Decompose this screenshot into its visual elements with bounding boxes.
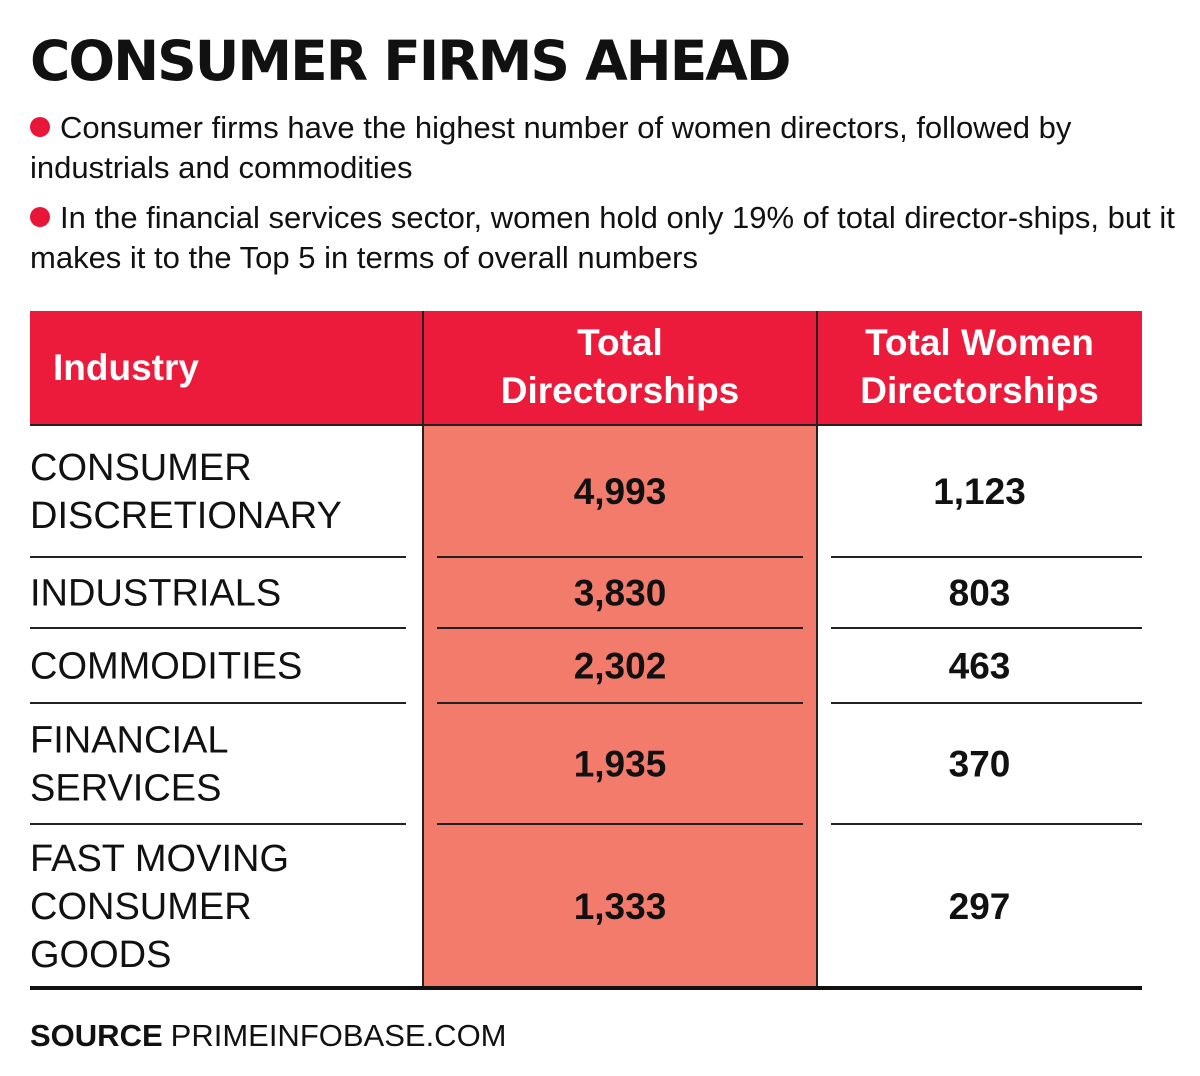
header-total-women-directorships-line: Directorships xyxy=(860,370,1099,411)
bullet-text: Consumer firms have the highest number o… xyxy=(30,110,1072,185)
women-value: 1,123 xyxy=(933,471,1026,512)
total-value: 1,333 xyxy=(574,886,667,927)
women-value: 463 xyxy=(949,646,1011,687)
source-label: SOURCE xyxy=(30,1018,163,1053)
industry-label-line: GOODS xyxy=(30,934,171,976)
bullet-list: Consumer firms have the highest number o… xyxy=(30,108,1180,288)
total-value: 2,302 xyxy=(574,646,667,687)
women-value: 297 xyxy=(949,886,1011,927)
bullet-text: In the financial services sector, women … xyxy=(30,200,1175,275)
source-line: SOURCE PRIMEINFOBASE.COM xyxy=(30,1016,507,1056)
source-text: PRIMEINFOBASE.COM xyxy=(170,1018,507,1053)
industry-label-line: CONSUMER xyxy=(30,447,252,489)
bullet-item: Consumer firms have the highest number o… xyxy=(30,108,1180,188)
highlight-column-bg xyxy=(423,425,817,988)
total-value: 4,993 xyxy=(574,471,667,512)
women-value: 803 xyxy=(949,573,1011,614)
header-total-women-directorships-line: Total Women xyxy=(865,322,1094,363)
industry-label-line: FINANCIAL xyxy=(30,720,228,762)
chart-title: CONSUMER FIRMS AHEAD xyxy=(30,29,791,93)
bullet-dot-icon xyxy=(30,117,50,137)
header-total-directorships-line: Directorships xyxy=(501,370,740,411)
header-industry: Industry xyxy=(53,347,199,388)
total-value: 1,935 xyxy=(574,744,667,785)
industry-label-line: CONSUMER xyxy=(30,886,252,928)
industry-label-line: COMMODITIES xyxy=(30,646,302,688)
women-value: 370 xyxy=(949,744,1011,785)
total-value: 3,830 xyxy=(574,573,667,614)
industry-label-line: INDUSTRIALS xyxy=(30,573,281,615)
industry-label-line: DISCRETIONARY xyxy=(30,495,342,537)
table-header-bg xyxy=(30,311,1142,425)
industry-label-line: FAST MOVING xyxy=(30,838,289,880)
bullet-dot-icon xyxy=(30,207,50,227)
header-total-directorships-line: Total xyxy=(577,322,663,363)
bullet-item: In the financial services sector, women … xyxy=(30,198,1180,278)
industry-label-line: SERVICES xyxy=(30,768,221,810)
